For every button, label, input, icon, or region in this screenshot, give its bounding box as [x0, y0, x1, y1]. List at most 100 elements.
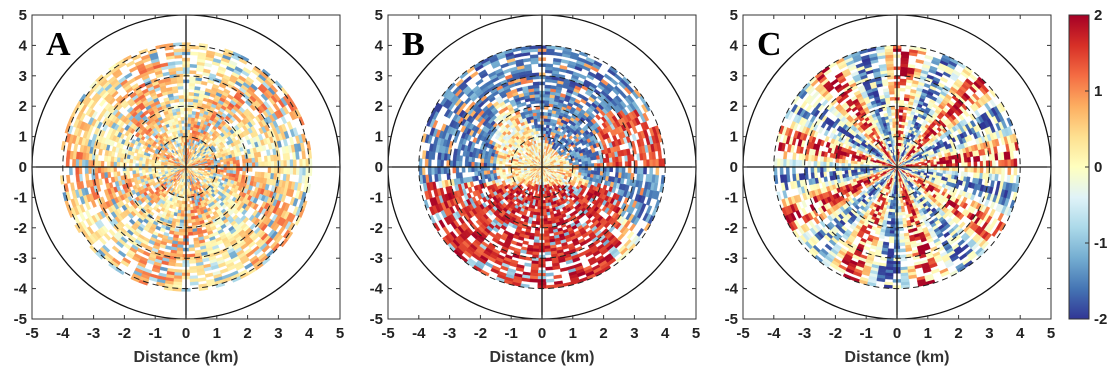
- range-gate: [72, 158, 77, 168]
- y-tick-label: -1: [14, 189, 27, 206]
- range-gate: [66, 150, 71, 160]
- range-gate: [68, 166, 73, 176]
- x-tick-label: -4: [56, 325, 70, 342]
- range-gate: [180, 120, 185, 124]
- range-gate: [197, 277, 207, 282]
- range-gate: [89, 244, 98, 254]
- range-gate: [543, 115, 548, 119]
- range-gate: [606, 166, 611, 172]
- range-gate: [534, 93, 540, 98]
- range-gate: [543, 221, 549, 225]
- range-gate: [248, 162, 253, 168]
- range-gate: [94, 160, 99, 168]
- range-gate: [177, 238, 184, 242]
- range-gate: [189, 281, 199, 286]
- range-gate: [116, 161, 121, 168]
- range-gate: [106, 161, 111, 168]
- range-gate: [67, 116, 74, 126]
- range-gate: [498, 160, 503, 165]
- range-gate: [186, 129, 191, 134]
- range-gate: [223, 169, 228, 173]
- range-gate: [65, 158, 70, 168]
- range-gate: [104, 177, 110, 185]
- range-gate: [189, 259, 197, 264]
- range-gate: [119, 157, 124, 163]
- range-gate: [109, 161, 114, 168]
- range-gate: [543, 127, 547, 131]
- range-gate: [122, 54, 133, 63]
- range-gate: [538, 190, 542, 195]
- range-gate: [501, 161, 506, 165]
- range-gate: [125, 60, 136, 68]
- range-gate: [119, 162, 124, 168]
- range-gate: [572, 162, 577, 166]
- range-gate: [251, 161, 256, 168]
- range-gate: [177, 180, 181, 185]
- range-gate: [84, 201, 92, 211]
- range-gate: [186, 138, 190, 143]
- range-gate: [78, 159, 83, 168]
- range-gate: [609, 161, 614, 168]
- range-gate: [470, 161, 475, 168]
- range-gate: [464, 156, 470, 163]
- range-gate: [188, 247, 196, 252]
- range-gate: [151, 161, 155, 166]
- range-gate: [162, 71, 170, 77]
- range-gate: [186, 132, 190, 137]
- range-gate: [534, 236, 540, 241]
- range-gate: [192, 231, 199, 236]
- range-gate: [255, 161, 259, 168]
- range-gate: [144, 161, 149, 165]
- range-gate: [542, 130, 547, 134]
- range-gate: [159, 266, 169, 272]
- range-gate: [229, 169, 234, 174]
- range-gate: [187, 116, 192, 121]
- range-gate: [282, 138, 289, 147]
- range-gate: [242, 170, 247, 176]
- range-gate: [301, 150, 306, 160]
- range-gate: [179, 219, 185, 224]
- range-gate: [495, 160, 500, 165]
- range-gate: [113, 161, 117, 168]
- range-gate: [181, 203, 185, 208]
- range-gate: [175, 67, 183, 72]
- range-gate: [536, 115, 541, 119]
- range-gate: [187, 101, 194, 106]
- range-gate: [612, 161, 617, 168]
- range-gate: [548, 229, 555, 234]
- range-gate: [180, 116, 185, 121]
- range-gate: [544, 99, 550, 104]
- range-gate: [100, 160, 105, 168]
- range-gate: [536, 118, 541, 122]
- range-gate: [283, 159, 288, 168]
- range-gate: [581, 169, 586, 174]
- range-gate: [178, 228, 185, 233]
- range-gate: [163, 97, 170, 103]
- range-gate: [551, 167, 555, 169]
- range-gate: [537, 124, 541, 128]
- range-gate: [187, 185, 191, 189]
- range-gate: [609, 166, 614, 173]
- range-gate: [267, 160, 272, 168]
- range-gate: [188, 231, 194, 236]
- range-gate: [66, 174, 71, 184]
- range-gate: [187, 203, 191, 208]
- range-gate: [261, 161, 266, 168]
- range-gate: [187, 110, 193, 115]
- range-gate: [173, 48, 183, 53]
- range-gate: [189, 269, 198, 274]
- x-tick-label: -1: [149, 325, 162, 342]
- range-gate: [467, 161, 472, 168]
- range-gate: [168, 230, 175, 235]
- range-gate: [274, 80, 283, 90]
- range-gate: [179, 107, 185, 112]
- range-gate: [175, 262, 183, 267]
- range-gate: [189, 51, 199, 56]
- range-gate: [543, 218, 549, 222]
- range-gate: [179, 110, 185, 115]
- range-gate: [543, 212, 548, 216]
- range-gate: [98, 236, 107, 246]
- range-gate: [193, 86, 201, 91]
- range-gate: [189, 148, 193, 153]
